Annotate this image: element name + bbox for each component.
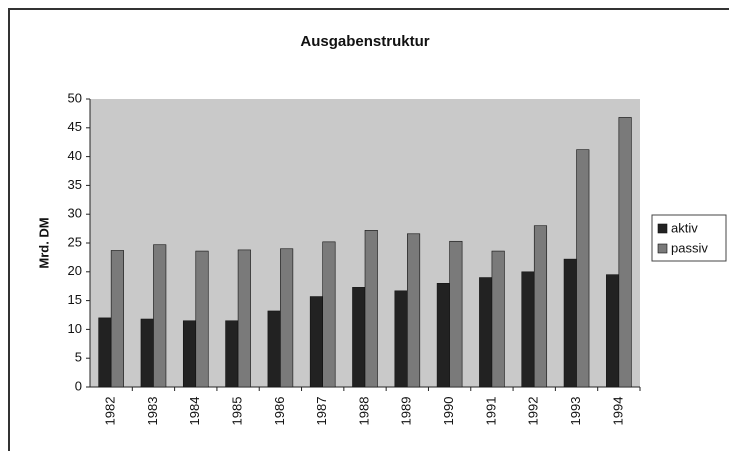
legend-swatch [657,223,668,234]
bar [521,271,535,388]
chart-title: Ausgabenstruktur [300,33,429,50]
x-tick-label: 1991 [483,397,498,426]
bar [309,296,323,388]
bar [449,240,463,388]
bar [182,320,197,388]
bar [364,230,378,388]
y-tick-label: 0 [75,378,82,393]
bar [491,250,505,388]
bar [153,244,167,388]
legend-swatch [657,243,668,254]
x-tick-label: 1985 [230,397,245,426]
bar [533,225,548,388]
y-tick-label: 45 [68,119,82,134]
y-tick-label: 15 [68,292,82,307]
bar [606,274,620,388]
bar [436,283,450,388]
x-tick-label: 1990 [441,397,456,426]
x-tick-label: 1992 [526,397,541,426]
bar [280,248,294,388]
y-tick-label: 40 [68,148,82,163]
x-tick-label: 1986 [272,397,287,426]
y-tick-label: 25 [68,234,82,249]
bar [237,249,251,388]
x-tick-label: 1982 [103,397,118,426]
x-tick-label: 1984 [187,397,202,426]
legend-label: aktiv [671,220,698,235]
y-tick-label: 5 [75,350,82,365]
bar [322,241,336,388]
x-tick-label: 1994 [610,397,625,426]
bar [352,287,366,388]
bar [110,250,124,388]
x-tick-label: 1993 [568,397,583,426]
y-tick-label: 10 [68,321,82,336]
y-axis-label: Mrd. DM [36,217,51,268]
bar [576,149,590,388]
bar [394,290,408,388]
x-tick-label: 1989 [399,397,414,426]
bar [195,250,209,388]
bar [618,117,632,388]
x-tick-label: 1988 [356,397,371,426]
y-tick-label: 35 [68,177,82,192]
legend-label: passiv [671,240,708,255]
bar [479,277,493,388]
legend [651,214,727,262]
y-tick-label: 20 [68,263,82,278]
bar [563,258,577,388]
bar [267,310,281,388]
bar [225,320,239,388]
y-tick-label: 30 [68,206,82,221]
y-tick-label: 50 [68,90,82,105]
x-tick-label: 1987 [314,397,329,426]
bar [407,233,421,388]
bar [98,317,112,388]
x-tick-label: 1983 [145,397,160,426]
bar [140,318,154,388]
